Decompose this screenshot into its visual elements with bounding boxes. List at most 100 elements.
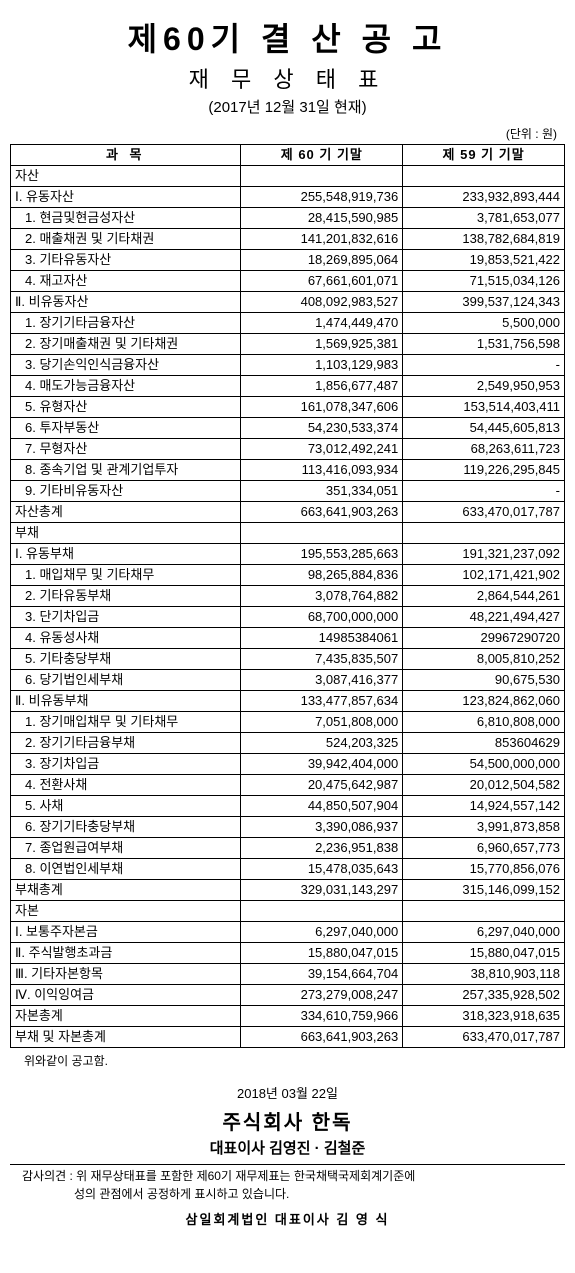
table-row: 3. 당기손익인식금융자산1,103,129,983-: [11, 355, 565, 376]
table-row: 자본총계334,610,759,966318,323,918,635: [11, 1006, 565, 1027]
account-cell: Ⅰ. 유동자산: [11, 187, 241, 208]
account-cell: 6. 장기기타충당부채: [11, 817, 241, 838]
value-60-cell: 1,474,449,470: [241, 313, 403, 334]
separator-line: [10, 1164, 565, 1165]
value-59-cell: 315,146,099,152: [403, 880, 565, 901]
value-59-cell: 3,781,653,077: [403, 208, 565, 229]
table-row: 자산총계663,641,903,263633,470,017,787: [11, 502, 565, 523]
value-60-cell: 14985384061: [241, 628, 403, 649]
account-cell: 6. 투자부동산: [11, 418, 241, 439]
account-cell: 3. 단기차입금: [11, 607, 241, 628]
value-60-cell: 255,548,919,736: [241, 187, 403, 208]
value-60-cell: [241, 901, 403, 922]
col-period-60: 제 60 기 기말: [241, 145, 403, 166]
value-59-cell: 119,226,295,845: [403, 460, 565, 481]
value-60-cell: 113,416,093,934: [241, 460, 403, 481]
value-60-cell: 334,610,759,966: [241, 1006, 403, 1027]
table-row: 8. 이연법인세부채15,478,035,64315,770,856,076: [11, 859, 565, 880]
value-59-cell: 19,853,521,422: [403, 250, 565, 271]
value-59-cell: 633,470,017,787: [403, 1027, 565, 1048]
value-60-cell: 3,390,086,937: [241, 817, 403, 838]
table-row: 6. 당기법인세부채3,087,416,37790,675,530: [11, 670, 565, 691]
account-cell: 1. 장기매입채무 및 기타채무: [11, 712, 241, 733]
table-row: 3. 단기차입금68,700,000,00048,221,494,427: [11, 607, 565, 628]
value-60-cell: 67,661,601,071: [241, 271, 403, 292]
value-59-cell: 191,321,237,092: [403, 544, 565, 565]
value-59-cell: 14,924,557,142: [403, 796, 565, 817]
value-60-cell: 6,297,040,000: [241, 922, 403, 943]
account-cell: Ⅳ. 이익잉여금: [11, 985, 241, 1006]
value-59-cell: 102,171,421,902: [403, 565, 565, 586]
balance-sheet-table: 과 목 제 60 기 기말 제 59 기 기말 자산Ⅰ. 유동자산255,548…: [10, 144, 565, 1048]
account-cell: Ⅱ. 주식발행초과금: [11, 943, 241, 964]
value-59-cell: 318,323,918,635: [403, 1006, 565, 1027]
account-cell: 부채: [11, 523, 241, 544]
value-60-cell: 73,012,492,241: [241, 439, 403, 460]
table-row: 2. 매출채권 및 기타채권141,201,832,616138,782,684…: [11, 229, 565, 250]
account-cell: 2. 매출채권 및 기타채권: [11, 229, 241, 250]
table-row: 5. 유형자산161,078,347,606153,514,403,411: [11, 397, 565, 418]
value-60-cell: 18,269,895,064: [241, 250, 403, 271]
table-row: 부채총계329,031,143,297315,146,099,152: [11, 880, 565, 901]
value-60-cell: 663,641,903,263: [241, 1027, 403, 1048]
value-60-cell: 524,203,325: [241, 733, 403, 754]
value-59-cell: 54,445,605,813: [403, 418, 565, 439]
account-cell: 3. 장기차입금: [11, 754, 241, 775]
account-cell: 4. 재고자산: [11, 271, 241, 292]
value-59-cell: 8,005,810,252: [403, 649, 565, 670]
table-row: 7. 무형자산73,012,492,24168,263,611,723: [11, 439, 565, 460]
value-59-cell: 633,470,017,787: [403, 502, 565, 523]
account-cell: Ⅲ. 기타자본항목: [11, 964, 241, 985]
publication-date: 2018년 03월 22일: [10, 1083, 565, 1102]
value-59-cell: [403, 901, 565, 922]
table-row: Ⅰ. 유동부채195,553,285,663191,321,237,092: [11, 544, 565, 565]
value-59-cell: 20,012,504,582: [403, 775, 565, 796]
account-cell: 1. 매입채무 및 기타채무: [11, 565, 241, 586]
value-60-cell: 68,700,000,000: [241, 607, 403, 628]
account-cell: 8. 종속기업 및 관계기업투자: [11, 460, 241, 481]
value-60-cell: 44,850,507,904: [241, 796, 403, 817]
audit-opinion-line2: 성의 관점에서 공정하게 표시하고 있습니다.: [10, 1185, 565, 1203]
value-60-cell: 7,435,835,507: [241, 649, 403, 670]
value-59-cell: 48,221,494,427: [403, 607, 565, 628]
account-cell: Ⅰ. 보통주자본금: [11, 922, 241, 943]
account-cell: 4. 유동성사채: [11, 628, 241, 649]
table-row: Ⅳ. 이익잉여금273,279,008,247257,335,928,502: [11, 985, 565, 1006]
table-row: 3. 장기차입금39,942,404,00054,500,000,000: [11, 754, 565, 775]
account-cell: 2. 장기매출채권 및 기타채권: [11, 334, 241, 355]
value-60-cell: 15,880,047,015: [241, 943, 403, 964]
account-cell: 3. 당기손익인식금융자산: [11, 355, 241, 376]
value-59-cell: 6,810,808,000: [403, 712, 565, 733]
table-header-row: 과 목 제 60 기 기말 제 59 기 기말: [11, 145, 565, 166]
value-59-cell: 123,824,862,060: [403, 691, 565, 712]
table-row: 1. 장기매입채무 및 기타채무7,051,808,0006,810,808,0…: [11, 712, 565, 733]
table-row: 8. 종속기업 및 관계기업투자113,416,093,934119,226,2…: [11, 460, 565, 481]
table-row: Ⅲ. 기타자본항목39,154,664,70438,810,903,118: [11, 964, 565, 985]
value-60-cell: 39,942,404,000: [241, 754, 403, 775]
value-59-cell: 1,531,756,598: [403, 334, 565, 355]
table-row: 1. 매입채무 및 기타채무98,265,884,836102,171,421,…: [11, 565, 565, 586]
value-59-cell: 29967290720: [403, 628, 565, 649]
ceo-names: 대표이사 김영진 · 김철준: [10, 1137, 565, 1158]
table-row: Ⅱ. 주식발행초과금15,880,047,01515,880,047,015: [11, 943, 565, 964]
table-row: 자산: [11, 166, 565, 187]
value-60-cell: [241, 523, 403, 544]
table-row: 4. 전환사채20,475,642,98720,012,504,582: [11, 775, 565, 796]
value-60-cell: 141,201,832,616: [241, 229, 403, 250]
account-cell: 4. 전환사채: [11, 775, 241, 796]
auditor-name: 삼일회계법인 대표이사 김 영 식: [10, 1209, 565, 1228]
table-row: 6. 투자부동산54,230,533,37454,445,605,813: [11, 418, 565, 439]
value-60-cell: 2,236,951,838: [241, 838, 403, 859]
table-row: 5. 사채44,850,507,90414,924,557,142: [11, 796, 565, 817]
footer-note: 위와같이 공고함.: [24, 1052, 565, 1069]
value-60-cell: 98,265,884,836: [241, 565, 403, 586]
value-60-cell: 28,415,590,985: [241, 208, 403, 229]
value-59-cell: 233,932,893,444: [403, 187, 565, 208]
value-59-cell: [403, 166, 565, 187]
value-59-cell: 399,537,124,343: [403, 292, 565, 313]
table-row: 4. 매도가능금융자산1,856,677,4872,549,950,953: [11, 376, 565, 397]
value-60-cell: 195,553,285,663: [241, 544, 403, 565]
table-row: Ⅰ. 보통주자본금6,297,040,0006,297,040,000: [11, 922, 565, 943]
value-59-cell: 38,810,903,118: [403, 964, 565, 985]
table-body: 자산Ⅰ. 유동자산255,548,919,736233,932,893,4441…: [11, 166, 565, 1048]
